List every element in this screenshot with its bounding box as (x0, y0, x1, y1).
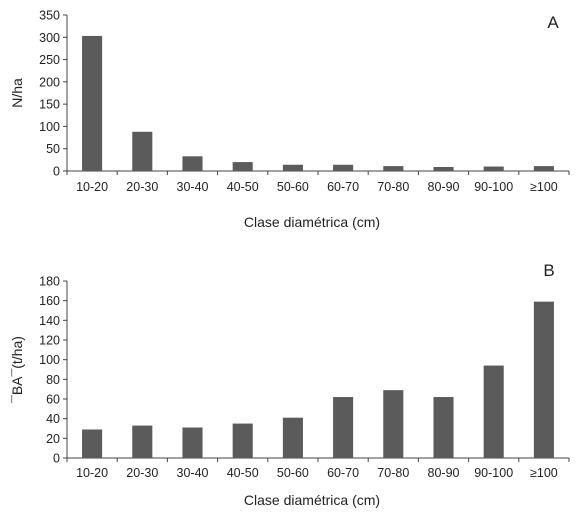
x-tick-label: 90-100 (474, 180, 513, 194)
bar (333, 397, 354, 458)
bar (82, 429, 103, 458)
y-tick-label: 300 (39, 31, 60, 45)
y-tick-label: 140 (39, 314, 60, 328)
x-tick-label: ≥100 (530, 466, 558, 480)
y-tick-label: 200 (39, 75, 60, 89)
x-tick-label: 60-70 (327, 466, 359, 480)
panel-label: B (543, 261, 554, 280)
bar (433, 397, 454, 458)
bar (483, 365, 504, 458)
y-tick-label: 160 (39, 294, 60, 308)
bar (182, 427, 203, 458)
x-tick-label: 10-20 (76, 180, 108, 194)
x-axis-title: Clase diamétrica (cm) (244, 214, 380, 230)
y-tick-label: 20 (46, 432, 60, 446)
bar (232, 162, 253, 171)
x-tick-label: 80-90 (428, 466, 460, 480)
x-tick-label: 30-40 (177, 466, 209, 480)
y-tick-label: 120 (39, 334, 60, 348)
x-tick-label: 50-60 (277, 466, 309, 480)
x-tick-label: 70-80 (377, 466, 409, 480)
x-tick-label: 60-70 (327, 180, 359, 194)
y-axis-title: N/ha (9, 78, 25, 108)
x-tick-label: 10-20 (76, 466, 108, 480)
bar (282, 417, 303, 458)
y-tick-label: 180 (39, 275, 60, 289)
x-tick-label: 90-100 (474, 466, 513, 480)
x-tick-label: 30-40 (177, 180, 209, 194)
y-tick-label: 50 (46, 142, 60, 156)
x-tick-label: 20-30 (126, 180, 158, 194)
bar (383, 166, 404, 171)
x-tick-label: 70-80 (377, 180, 409, 194)
bar (232, 423, 253, 458)
bar (182, 156, 203, 171)
bar (533, 301, 554, 458)
bar (82, 35, 103, 171)
y-tick-label: 250 (39, 53, 60, 67)
x-tick-label: ≥100 (530, 180, 558, 194)
x-tick-label: 20-30 (126, 466, 158, 480)
bar (132, 425, 153, 458)
y-tick-label: 350 (39, 9, 60, 23)
bar (483, 166, 504, 171)
x-tick-label: 40-50 (227, 466, 259, 480)
bar (433, 166, 454, 171)
bar (132, 131, 153, 171)
bar (383, 390, 404, 458)
panel-label: A (547, 13, 559, 32)
y-tick-label: 0 (53, 165, 60, 179)
y-tick-label: 60 (46, 393, 60, 407)
y-tick-label: 40 (46, 412, 60, 426)
bar (533, 166, 554, 171)
y-tick-label: 80 (46, 373, 60, 387)
y-axis-title: ¯BA¯(t/ha) (9, 336, 25, 404)
y-tick-label: 100 (39, 120, 60, 134)
y-tick-label: 0 (53, 452, 60, 466)
y-tick-label: 100 (39, 353, 60, 367)
bar (282, 164, 303, 171)
x-tick-label: 50-60 (277, 180, 309, 194)
bar (333, 164, 354, 171)
y-tick-label: 150 (39, 98, 60, 112)
x-tick-label: 40-50 (227, 180, 259, 194)
x-axis-title: Clase diamétrica (cm) (244, 492, 380, 508)
x-tick-label: 80-90 (428, 180, 460, 194)
